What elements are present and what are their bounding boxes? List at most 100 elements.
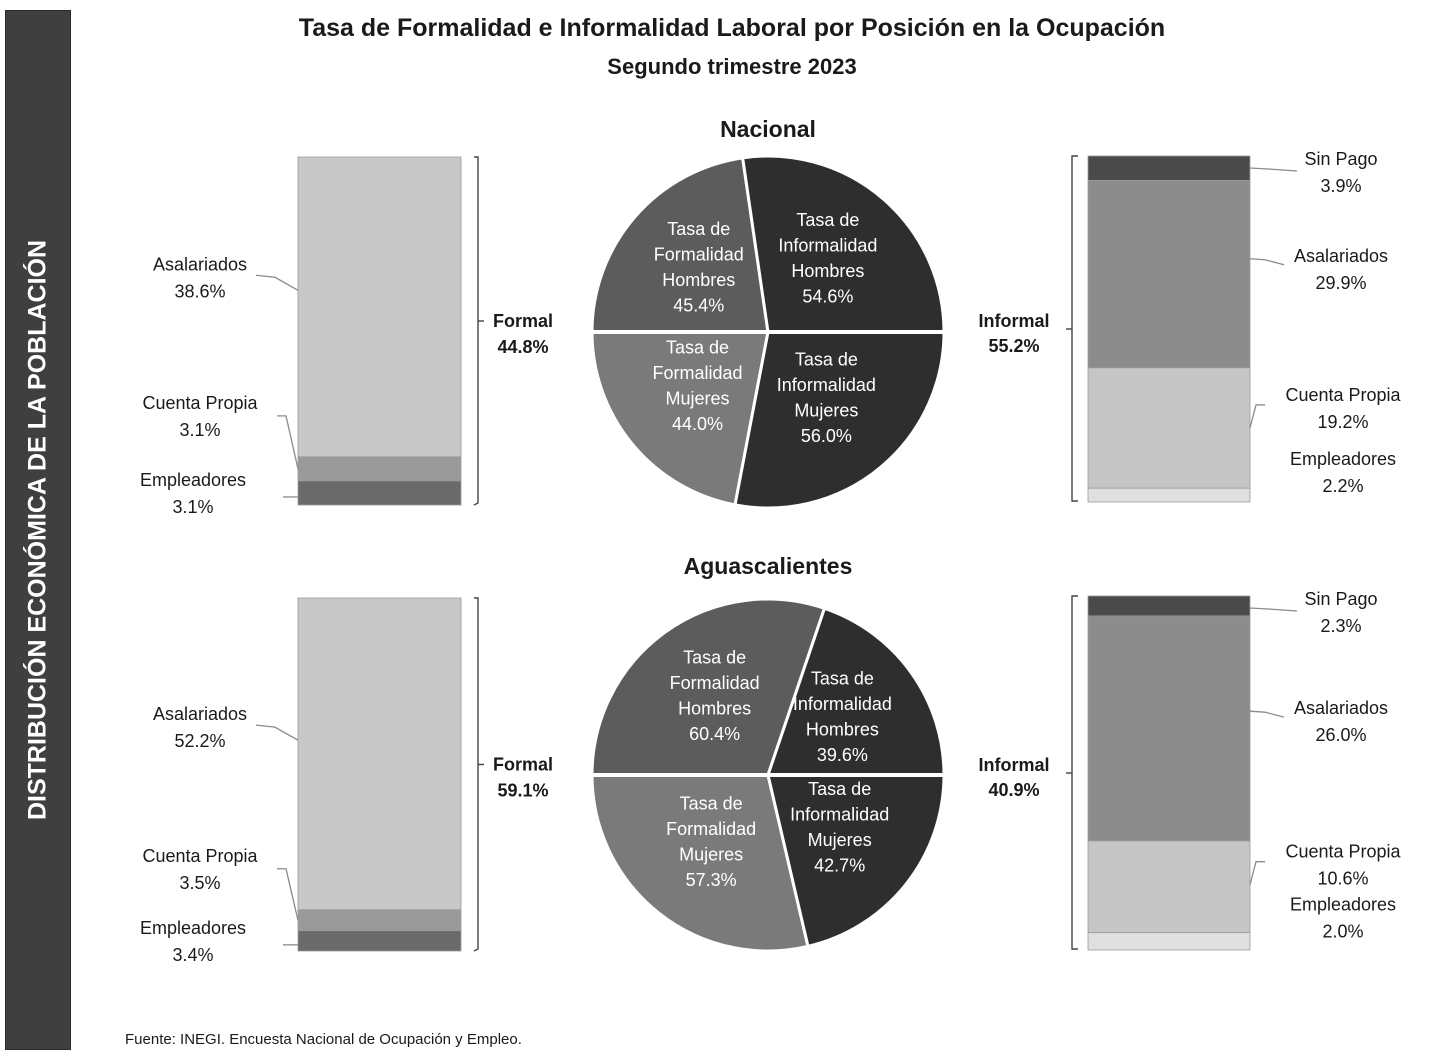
pie-label-formalidad-mujeres-line-2: Mujeres <box>665 388 729 408</box>
pie-label-informalidad-hombres-value: 54.6% <box>802 286 853 306</box>
informal-label-asalariados: Asalariados <box>1294 698 1388 718</box>
pie-slice-informalidad-hombres <box>765 606 946 777</box>
informal-value-asalariados: 29.9% <box>1315 273 1366 293</box>
informal-label-cuenta-propia: Cuenta Propia <box>1285 385 1401 405</box>
pie-label-formalidad-mujeres-line-1: Formalidad <box>652 363 742 383</box>
pie-slice-informalidad-mujeres <box>766 773 946 949</box>
formal-leader-cuenta-propia <box>277 868 299 921</box>
formal-value-asalariados: 38.6% <box>174 281 225 301</box>
pie-label-informalidad-mujeres-line-0: Tasa de <box>808 779 871 799</box>
informal-label-empleadores: Empleadores <box>1290 449 1396 469</box>
formal-total-label: Formal <box>493 755 553 775</box>
informal-bar-segment-asalariados <box>1087 180 1251 369</box>
informal-leader-cuenta-propia <box>1249 404 1265 429</box>
pie-label-informalidad-hombres-line-2: Hombres <box>791 261 864 281</box>
pie-label-formalidad-hombres-line-0: Tasa de <box>667 219 730 239</box>
informal-value-asalariados: 26.0% <box>1315 725 1366 745</box>
informal-total-value: 40.9% <box>988 780 1039 800</box>
pie-slice-formalidad-mujeres <box>590 773 810 953</box>
formal-value-empleadores: 3.4% <box>172 945 213 965</box>
informal-value-cuenta-propia: 10.6% <box>1317 869 1368 889</box>
pie-label-formalidad-hombres-line-2: Hombres <box>662 270 735 290</box>
formal-label-empleadores: Empleadores <box>140 918 246 938</box>
formal-label-cuenta-propia: Cuenta Propia <box>142 846 258 866</box>
informal-leader-cuenta-propia <box>1249 861 1265 885</box>
pie-label-informalidad-mujeres-line-2: Mujeres <box>808 830 872 850</box>
pie-label-informalidad-hombres-line-1: Informalidad <box>793 694 892 714</box>
formal-label-asalariados: Asalariados <box>153 704 247 724</box>
formal-label-empleadores: Empleadores <box>140 470 246 490</box>
formal-bar-segment-empleadores <box>297 930 462 952</box>
informal-label-asalariados: Asalariados <box>1294 246 1388 266</box>
informal-bracket <box>1071 595 1078 950</box>
pie-label-informalidad-hombres-line-0: Tasa de <box>796 210 859 230</box>
formal-leader-asalariados <box>255 724 299 741</box>
formal-value-empleadores: 3.1% <box>172 497 213 517</box>
pie-label-informalidad-mujeres-value: 56.0% <box>801 426 852 446</box>
formal-leader-asalariados <box>255 274 299 291</box>
informal-label-cuenta-propia: Cuenta Propia <box>1285 842 1401 862</box>
formal-bar-segment-asalariados <box>297 156 462 458</box>
formal-value-asalariados: 52.2% <box>174 731 225 751</box>
formal-bar-segment-empleadores <box>297 480 462 506</box>
pie-slice-informalidad-mujeres <box>733 330 946 510</box>
pie-slice-formalidad-hombres <box>590 597 827 777</box>
informal-label-empleadores: Empleadores <box>1290 895 1396 915</box>
informal-leader-asalariados <box>1249 258 1285 266</box>
pie-label-formalidad-mujeres-line-0: Tasa de <box>680 794 743 814</box>
pie-label-formalidad-mujeres-value: 57.3% <box>686 870 737 890</box>
pie-label-formalidad-hombres-line-1: Formalidad <box>654 245 744 265</box>
informal-bar-segment-sin-pago <box>1087 595 1251 617</box>
informal-total-value: 55.2% <box>988 336 1039 356</box>
region-title-aguascalientes: Aguascalientes <box>683 553 853 579</box>
pie-slice-informalidad-hombres <box>740 154 946 334</box>
pie-label-formalidad-hombres-line-1: Formalidad <box>670 673 760 693</box>
pie-label-formalidad-hombres-line-2: Hombres <box>678 699 751 719</box>
formal-label-asalariados: Asalariados <box>153 254 247 274</box>
informal-bracket <box>1071 155 1078 502</box>
informal-label-sin-pago: Sin Pago <box>1304 149 1377 169</box>
pie-label-formalidad-mujeres-value: 44.0% <box>672 414 723 434</box>
informal-leader-sin-pago <box>1249 167 1298 172</box>
informal-bar-segment-empleadores <box>1087 487 1251 503</box>
informal-value-empleadores: 2.0% <box>1322 922 1363 942</box>
region-title-nacional: Nacional <box>720 116 816 142</box>
pie-label-informalidad-mujeres-line-1: Informalidad <box>777 375 876 395</box>
formal-bar-segment-asalariados <box>297 597 462 911</box>
informal-total-label: Informal <box>978 755 1049 775</box>
chart-subtitle: Segundo trimestre 2023 <box>607 54 857 79</box>
informal-bar-segment-asalariados <box>1087 615 1251 842</box>
informal-value-cuenta-propia: 19.2% <box>1317 412 1368 432</box>
pie-label-formalidad-hombres-value: 45.4% <box>673 296 724 316</box>
formal-value-cuenta-propia: 3.5% <box>179 873 220 893</box>
formal-total-value: 44.8% <box>497 337 548 357</box>
informal-bar-segment-sin-pago <box>1087 155 1251 181</box>
formal-bracket <box>473 156 479 506</box>
pie-slice-formalidad-hombres <box>590 156 770 334</box>
informal-leader-asalariados <box>1249 710 1285 718</box>
pie-label-informalidad-mujeres-line-2: Mujeres <box>794 401 858 421</box>
formal-total-value: 59.1% <box>497 781 548 801</box>
pie-label-informalidad-mujeres-line-0: Tasa de <box>795 350 858 370</box>
pie-label-formalidad-mujeres-line-1: Formalidad <box>666 819 756 839</box>
pie-label-informalidad-hombres-line-0: Tasa de <box>811 669 874 689</box>
pie-label-formalidad-mujeres-line-2: Mujeres <box>679 845 743 865</box>
pie-label-formalidad-hombres-line-0: Tasa de <box>683 648 746 668</box>
formal-total-label: Formal <box>493 311 553 331</box>
informal-value-empleadores: 2.2% <box>1322 476 1363 496</box>
formal-label-cuenta-propia: Cuenta Propia <box>142 393 258 413</box>
informal-leader-sin-pago <box>1249 607 1298 612</box>
formal-bracket <box>473 597 479 952</box>
informal-bar-segment-cuenta-propia <box>1087 367 1251 489</box>
pie-label-formalidad-hombres-value: 60.4% <box>689 724 740 744</box>
formal-value-cuenta-propia: 3.1% <box>179 420 220 440</box>
pie-label-formalidad-mujeres-line-0: Tasa de <box>666 337 729 357</box>
informal-value-sin-pago: 3.9% <box>1320 176 1361 196</box>
pie-label-informalidad-hombres-line-2: Hombres <box>806 720 879 740</box>
chart-title: Tasa de Formalidad e Informalidad Labora… <box>298 14 1166 42</box>
informal-value-sin-pago: 2.3% <box>1320 616 1361 636</box>
informal-label-sin-pago: Sin Pago <box>1304 589 1377 609</box>
informal-bar-segment-cuenta-propia <box>1087 840 1251 934</box>
pie-label-informalidad-hombres-value: 39.6% <box>817 745 868 765</box>
